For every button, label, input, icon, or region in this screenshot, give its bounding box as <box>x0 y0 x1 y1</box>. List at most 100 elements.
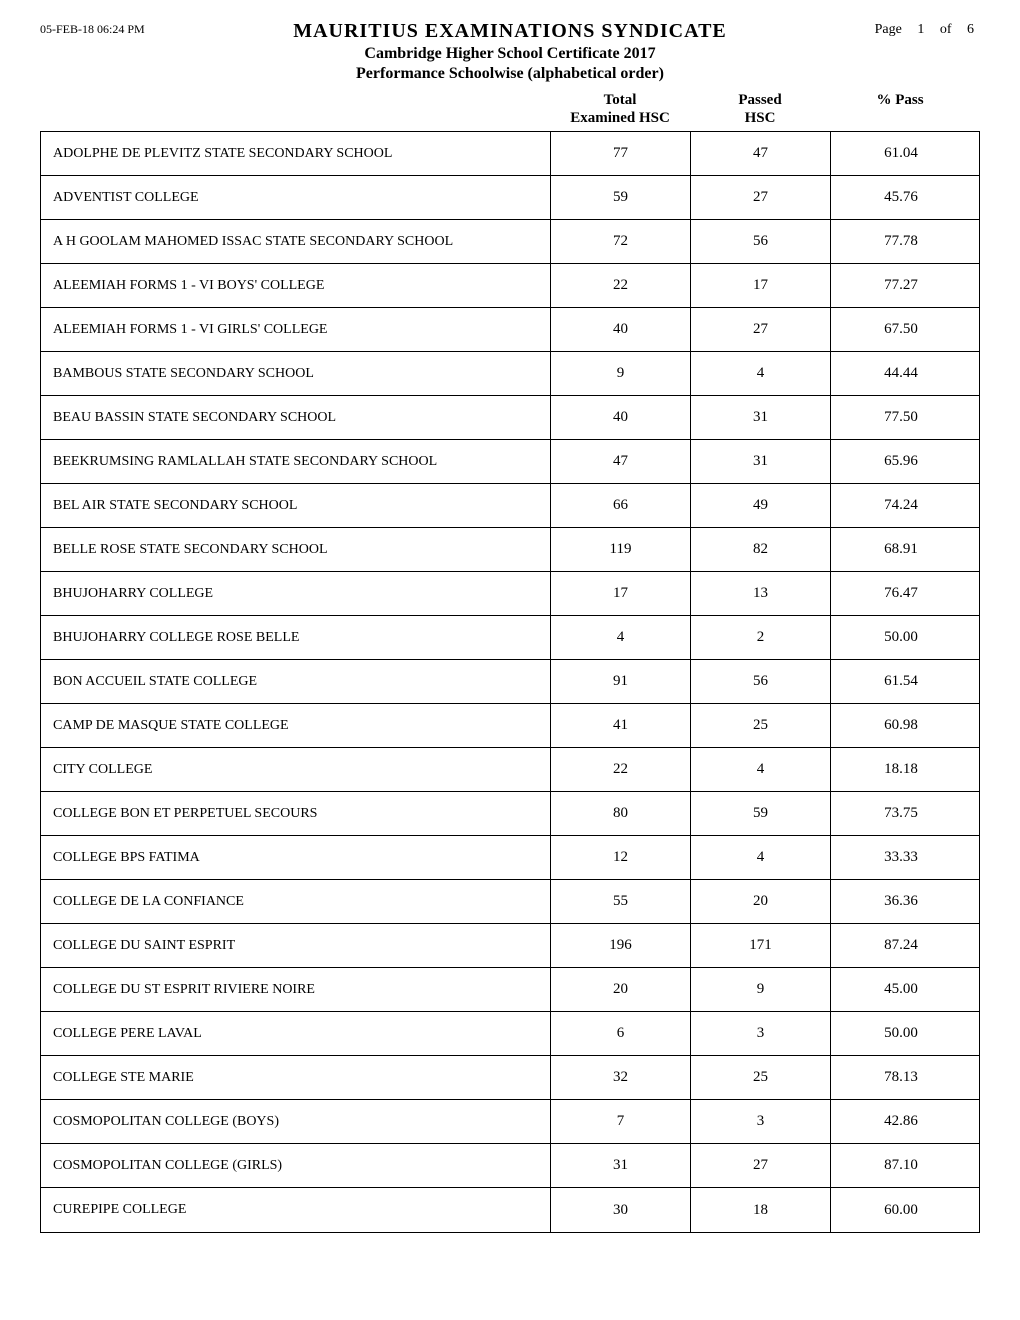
table-row: COSMOPOLITAN COLLEGE (GIRLS)312787.10 <box>41 1144 979 1188</box>
cell-total: 196 <box>551 924 691 967</box>
cell-school: COLLEGE DU ST ESPRIT RIVIERE NOIRE <box>41 968 551 1011</box>
cell-school: COLLEGE DE LA CONFIANCE <box>41 880 551 923</box>
cell-school: COLLEGE DU SAINT ESPRIT <box>41 924 551 967</box>
cell-pass: 68.91 <box>831 528 971 571</box>
cell-pass: 33.33 <box>831 836 971 879</box>
cell-school: COLLEGE PERE LAVAL <box>41 1012 551 1055</box>
cell-school: COLLEGE BPS FATIMA <box>41 836 551 879</box>
cell-total: 55 <box>551 880 691 923</box>
cell-school: COLLEGE BON ET PERPETUEL SECOURS <box>41 792 551 835</box>
table-row: CUREPIPE COLLEGE301860.00 <box>41 1188 979 1232</box>
table-row: ADOLPHE DE PLEVITZ STATE SECONDARY SCHOO… <box>41 132 979 176</box>
cell-passed: 171 <box>691 924 831 967</box>
cell-school: COSMOPOLITAN COLLEGE (BOYS) <box>41 1100 551 1143</box>
cell-pass: 77.50 <box>831 396 971 439</box>
cell-total: 30 <box>551 1188 691 1232</box>
page-header: 05-FEB-18 06:24 PM MAURITIUS EXAMINATION… <box>40 20 980 83</box>
table-row: COLLEGE STE MARIE322578.13 <box>41 1056 979 1100</box>
cell-passed: 18 <box>691 1188 831 1232</box>
table-row: COSMOPOLITAN COLLEGE (BOYS)7342.86 <box>41 1100 979 1144</box>
table-row: A H GOOLAM MAHOMED ISSAC STATE SECONDARY… <box>41 220 979 264</box>
cell-pass: 78.13 <box>831 1056 971 1099</box>
cell-pass: 65.96 <box>831 440 971 483</box>
cell-total: 59 <box>551 176 691 219</box>
cell-school: BON ACCUEIL STATE COLLEGE <box>41 660 551 703</box>
col-header-school <box>40 91 550 127</box>
table-row: BHUJOHARRY COLLEGE ROSE BELLE4250.00 <box>41 616 979 660</box>
cell-pass: 73.75 <box>831 792 971 835</box>
col-header-pass: % Pass <box>830 91 970 127</box>
cell-passed: 56 <box>691 220 831 263</box>
cell-school: COSMOPOLITAN COLLEGE (GIRLS) <box>41 1144 551 1187</box>
cell-total: 17 <box>551 572 691 615</box>
table-row: CAMP DE MASQUE STATE COLLEGE412560.98 <box>41 704 979 748</box>
cell-total: 12 <box>551 836 691 879</box>
cell-school: BAMBOUS STATE SECONDARY SCHOOL <box>41 352 551 395</box>
cell-pass: 42.86 <box>831 1100 971 1143</box>
cell-total: 4 <box>551 616 691 659</box>
cell-total: 41 <box>551 704 691 747</box>
table-row: COLLEGE DE LA CONFIANCE552036.36 <box>41 880 979 924</box>
table-row: COLLEGE BPS FATIMA12433.33 <box>41 836 979 880</box>
table-row: CITY COLLEGE22418.18 <box>41 748 979 792</box>
cell-passed: 25 <box>691 704 831 747</box>
page-of: of <box>940 22 952 37</box>
cell-passed: 20 <box>691 880 831 923</box>
table-row: ADVENTIST COLLEGE592745.76 <box>41 176 979 220</box>
cell-passed: 9 <box>691 968 831 1011</box>
data-table: ADOLPHE DE PLEVITZ STATE SECONDARY SCHOO… <box>40 131 980 1233</box>
cell-total: 80 <box>551 792 691 835</box>
cell-school: BHUJOHARRY COLLEGE ROSE BELLE <box>41 616 551 659</box>
table-row: ALEEMIAH FORMS 1 - VI BOYS' COLLEGE22177… <box>41 264 979 308</box>
cell-passed: 31 <box>691 440 831 483</box>
cell-total: 77 <box>551 132 691 175</box>
col-header-passed: Passed HSC <box>690 91 830 127</box>
cell-pass: 18.18 <box>831 748 971 791</box>
cell-passed: 82 <box>691 528 831 571</box>
subtitle-1: Cambridge Higher School Certificate 2017 <box>220 45 800 63</box>
cell-pass: 50.00 <box>831 616 971 659</box>
cell-school: ADVENTIST COLLEGE <box>41 176 551 219</box>
cell-school: CUREPIPE COLLEGE <box>41 1188 551 1232</box>
cell-passed: 27 <box>691 176 831 219</box>
table-row: COLLEGE PERE LAVAL6350.00 <box>41 1012 979 1056</box>
cell-pass: 44.44 <box>831 352 971 395</box>
cell-total: 72 <box>551 220 691 263</box>
cell-passed: 3 <box>691 1100 831 1143</box>
cell-pass: 87.24 <box>831 924 971 967</box>
title-block: MAURITIUS EXAMINATIONS SYNDICATE Cambrid… <box>220 20 800 83</box>
cell-school: ALEEMIAH FORMS 1 - VI BOYS' COLLEGE <box>41 264 551 307</box>
cell-school: ADOLPHE DE PLEVITZ STATE SECONDARY SCHOO… <box>41 132 551 175</box>
main-title: MAURITIUS EXAMINATIONS SYNDICATE <box>220 20 800 43</box>
cell-total: 22 <box>551 264 691 307</box>
cell-school: BHUJOHARRY COLLEGE <box>41 572 551 615</box>
column-headers: Total Examined HSC Passed HSC % Pass <box>40 91 980 127</box>
cell-passed: 49 <box>691 484 831 527</box>
cell-passed: 3 <box>691 1012 831 1055</box>
table-row: COLLEGE DU SAINT ESPRIT19617187.24 <box>41 924 979 968</box>
cell-passed: 27 <box>691 1144 831 1187</box>
table-row: BEAU BASSIN STATE SECONDARY SCHOOL403177… <box>41 396 979 440</box>
cell-total: 91 <box>551 660 691 703</box>
cell-total: 6 <box>551 1012 691 1055</box>
cell-passed: 4 <box>691 748 831 791</box>
cell-total: 40 <box>551 308 691 351</box>
cell-total: 66 <box>551 484 691 527</box>
table-row: COLLEGE BON ET PERPETUEL SECOURS805973.7… <box>41 792 979 836</box>
table-row: BELLE ROSE STATE SECONDARY SCHOOL1198268… <box>41 528 979 572</box>
cell-pass: 45.76 <box>831 176 971 219</box>
cell-school: CITY COLLEGE <box>41 748 551 791</box>
cell-passed: 27 <box>691 308 831 351</box>
cell-passed: 31 <box>691 396 831 439</box>
cell-pass: 77.78 <box>831 220 971 263</box>
cell-total: 119 <box>551 528 691 571</box>
cell-school: BELLE ROSE STATE SECONDARY SCHOOL <box>41 528 551 571</box>
timestamp: 05-FEB-18 06:24 PM <box>40 20 220 37</box>
cell-pass: 60.00 <box>831 1188 971 1232</box>
page-label: Page <box>875 22 902 37</box>
cell-pass: 76.47 <box>831 572 971 615</box>
cell-pass: 60.98 <box>831 704 971 747</box>
cell-total: 31 <box>551 1144 691 1187</box>
cell-passed: 2 <box>691 616 831 659</box>
cell-school: A H GOOLAM MAHOMED ISSAC STATE SECONDARY… <box>41 220 551 263</box>
